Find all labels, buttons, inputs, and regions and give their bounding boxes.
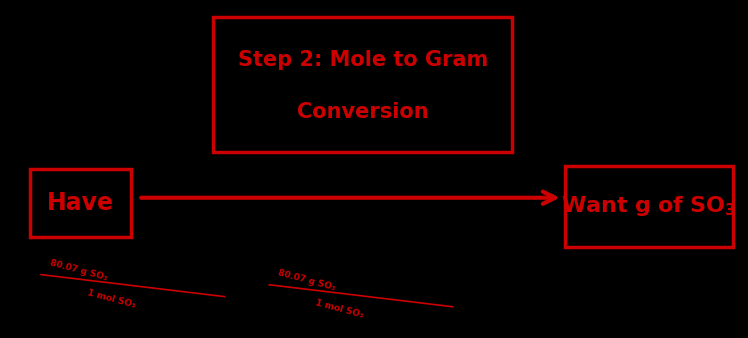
Text: $\bf{Want\ g\ of\ SO_3}$: $\bf{Want\ g\ of\ SO_3}$	[561, 194, 737, 218]
Text: Step 2: Mole to Gram: Step 2: Mole to Gram	[238, 50, 488, 70]
FancyBboxPatch shape	[30, 169, 131, 237]
Text: Conversion: Conversion	[297, 101, 429, 122]
Text: Have: Have	[47, 191, 114, 215]
FancyBboxPatch shape	[565, 166, 733, 247]
Text: 80.07 g SO₃: 80.07 g SO₃	[277, 269, 336, 292]
Text: 1 mol SO₃: 1 mol SO₃	[314, 298, 364, 320]
Text: 1 mol SO₃: 1 mol SO₃	[86, 288, 136, 310]
Text: 80.07 g SO₃: 80.07 g SO₃	[49, 259, 108, 282]
FancyBboxPatch shape	[213, 17, 512, 152]
